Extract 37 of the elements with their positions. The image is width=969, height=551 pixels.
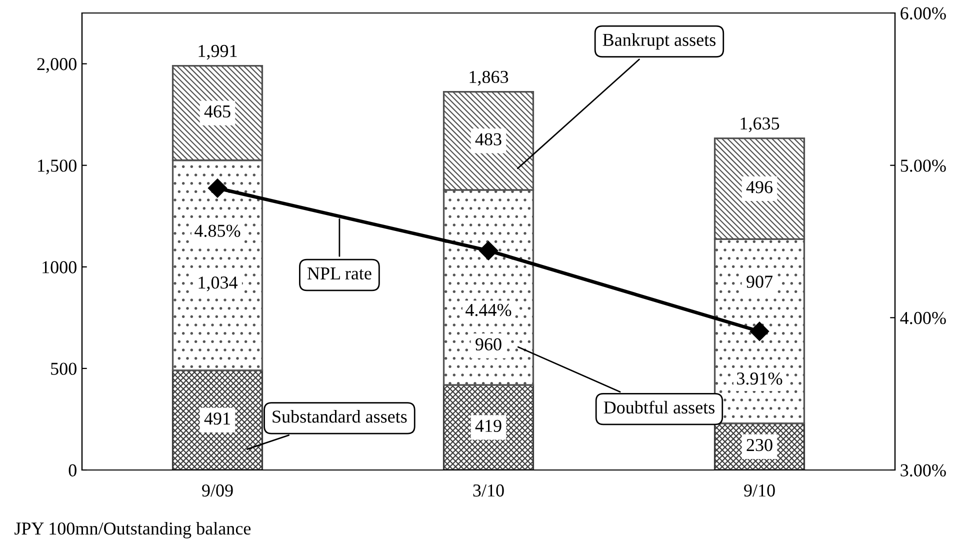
data-label: 3.91% [737, 372, 782, 385]
y-tick-label: 500 [51, 362, 76, 375]
bar [442, 384, 534, 470]
total-label: 1,635 [740, 117, 780, 132]
bar [172, 369, 264, 470]
x-tick-label: 9/09 [202, 484, 233, 497]
y-tick-label: 2,000 [37, 58, 76, 73]
data-label: 483 [475, 133, 502, 146]
y-tick-label: 1,500 [38, 160, 76, 174]
text: Bankrupt assets [602, 33, 716, 50]
data-label: 1,034 [198, 276, 238, 292]
y2-tick-label: 5.00% [900, 160, 946, 172]
series-label: Doubtful assets [604, 400, 714, 414]
data-label: 960 [476, 338, 502, 350]
text: JPY 100mn/Outstanding balance [14, 522, 251, 538]
point [208, 178, 228, 198]
y2-tick-label: 3.00% [900, 464, 946, 477]
y2-tick-label: 4.00% [900, 312, 946, 324]
text: NPL rate [307, 268, 372, 280]
x-tick-label: 9/10 [744, 484, 775, 497]
data-label: 907 [746, 276, 773, 288]
data-label: 230 [746, 438, 772, 452]
data-label: 465 [204, 105, 230, 118]
series-label: Substandard assets [272, 410, 407, 423]
total-label: 1,863 [470, 70, 508, 86]
data-label: 496 [746, 181, 773, 194]
y-tick-label: 0 [68, 464, 76, 476]
data-label: 491 [204, 412, 230, 425]
y2-tick-label: 6.00% [900, 7, 946, 20]
x-tick-label: 3/10 [473, 484, 504, 497]
data-label: 4.85% [194, 224, 240, 237]
total-label: 1,991 [198, 44, 237, 60]
data-label: 4.44% [466, 304, 512, 316]
point [478, 241, 498, 260]
y-tick-label: 1000 [42, 261, 76, 274]
point [750, 322, 770, 341]
data-label: 419 [475, 420, 502, 432]
